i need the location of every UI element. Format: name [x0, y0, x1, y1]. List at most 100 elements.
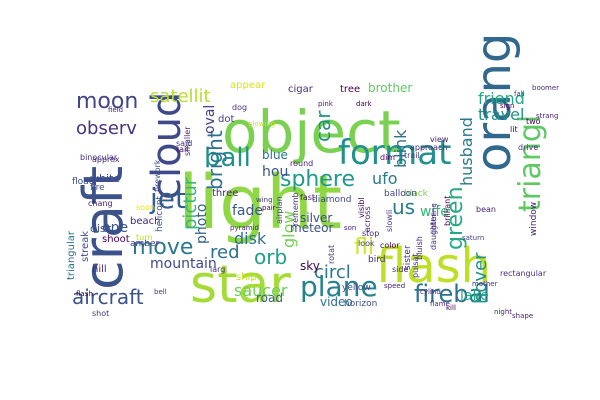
word-tree: tree — [340, 84, 360, 95]
word-photo: photo — [194, 204, 210, 244]
word-red: red — [210, 242, 240, 263]
word-smaller: smaller — [183, 126, 192, 156]
word-brilliant: brilliant — [443, 196, 452, 226]
word-blue: blue — [262, 148, 288, 162]
word-disc: disc — [90, 222, 112, 235]
word-disk: disk — [234, 229, 267, 248]
word-rotat: rotat — [327, 245, 336, 264]
word-trail: trail — [404, 151, 420, 160]
word-white: white — [90, 172, 120, 185]
word-bell: bell — [154, 288, 167, 296]
word-black: black — [404, 189, 429, 199]
word-bright: bright — [203, 130, 227, 190]
word-lake: lake — [460, 288, 489, 304]
word-ufo: ufo — [372, 169, 398, 188]
word-view: view — [430, 135, 449, 144]
word-window: window — [529, 202, 539, 236]
word-observ: observ — [76, 118, 137, 139]
word-horizon: horizon — [344, 299, 377, 309]
word-pyramid: pyramid — [230, 224, 259, 232]
word-pair: pair — [262, 204, 276, 212]
word-lit: lit — [510, 125, 518, 134]
word-move: move — [132, 235, 193, 260]
word-us: us — [392, 195, 415, 219]
word-bean: bean — [476, 205, 496, 214]
word-hill: hill — [92, 264, 107, 275]
word-orb: orb — [254, 245, 287, 269]
word-amber: amber — [130, 239, 160, 249]
word-tail: tail — [176, 145, 188, 154]
word-shoot: shoot — [102, 234, 130, 245]
word-shot: shot — [92, 309, 109, 318]
word-satellit: satellit — [150, 86, 211, 107]
word-aircraft: aircraft — [72, 285, 144, 309]
word-cylind: cylind — [420, 288, 441, 296]
word-flash: flash — [376, 238, 491, 294]
word-craft: craft — [72, 166, 135, 290]
word-side: side — [392, 265, 408, 274]
word-blink: blink — [391, 129, 410, 168]
word-format: format — [338, 133, 451, 173]
word-kill: kill — [446, 304, 456, 312]
word-light: light — [178, 160, 342, 246]
word-daughter: daughter — [429, 213, 438, 250]
word-float: float — [72, 177, 93, 187]
word-helicopt: helicopt — [155, 196, 165, 232]
word-sky: sky — [300, 259, 320, 273]
word-flash: flash — [76, 290, 93, 298]
word-said: said — [176, 139, 192, 148]
word-larg: larg — [210, 265, 225, 274]
word-circl: circl — [314, 262, 351, 283]
word-road: road — [256, 291, 283, 305]
word-cloud: cloud — [144, 92, 190, 200]
word-dot: dot — [218, 114, 234, 125]
word-travel: travel — [478, 105, 524, 124]
word-sign: sign — [500, 102, 514, 110]
word-stop: stop — [362, 229, 379, 238]
word-green: green — [443, 186, 468, 250]
word-airplan: airplan — [275, 196, 284, 224]
word-slowli: slowli — [385, 210, 394, 232]
word-meteor: meteor — [290, 221, 334, 235]
word-soon: soon — [136, 203, 155, 212]
word-fall: fall — [514, 90, 525, 98]
word-streak: streak — [80, 231, 91, 262]
word-hou: hou — [262, 164, 288, 180]
word-car: car — [311, 110, 335, 142]
word-look: look — [358, 239, 375, 248]
word-chang: chang — [88, 199, 113, 208]
word-pink: pink — [318, 100, 334, 108]
word-triangl: triangl — [513, 115, 548, 212]
word-field: field — [108, 106, 123, 114]
word-fast: fast — [300, 193, 315, 202]
word-ball: ball — [204, 143, 251, 173]
word-balloon: balloon — [384, 189, 417, 199]
word-moon: moon — [76, 89, 138, 114]
word-firework: firework — [153, 159, 162, 192]
word-dim: dim — [380, 153, 395, 162]
word-color: color — [380, 241, 400, 250]
word-friend: friend — [478, 89, 525, 108]
word-yellow: yellow — [342, 283, 371, 293]
word-video: video — [320, 295, 353, 309]
word-drive: drive — [518, 143, 538, 152]
word-brother: brother — [368, 81, 412, 95]
word-silver: silver — [300, 211, 332, 225]
word-hover: hover — [470, 252, 491, 304]
word-object: object — [222, 98, 401, 166]
word-fire: fire — [90, 183, 105, 193]
word-glow: glow — [279, 211, 298, 248]
word-mother: mother — [472, 280, 498, 288]
word-two: two — [526, 117, 541, 126]
word-saucer: saucer — [234, 281, 288, 300]
word-glowing: glowing — [248, 120, 275, 128]
word-beach: beach — [130, 216, 160, 227]
word-son: son — [344, 224, 356, 232]
word-husband: husband — [457, 117, 476, 186]
word-sister: sister — [403, 245, 413, 270]
word-sphere: sphere — [280, 167, 355, 192]
word-turn: turn — [136, 233, 152, 242]
word-approach: approach — [410, 143, 447, 152]
